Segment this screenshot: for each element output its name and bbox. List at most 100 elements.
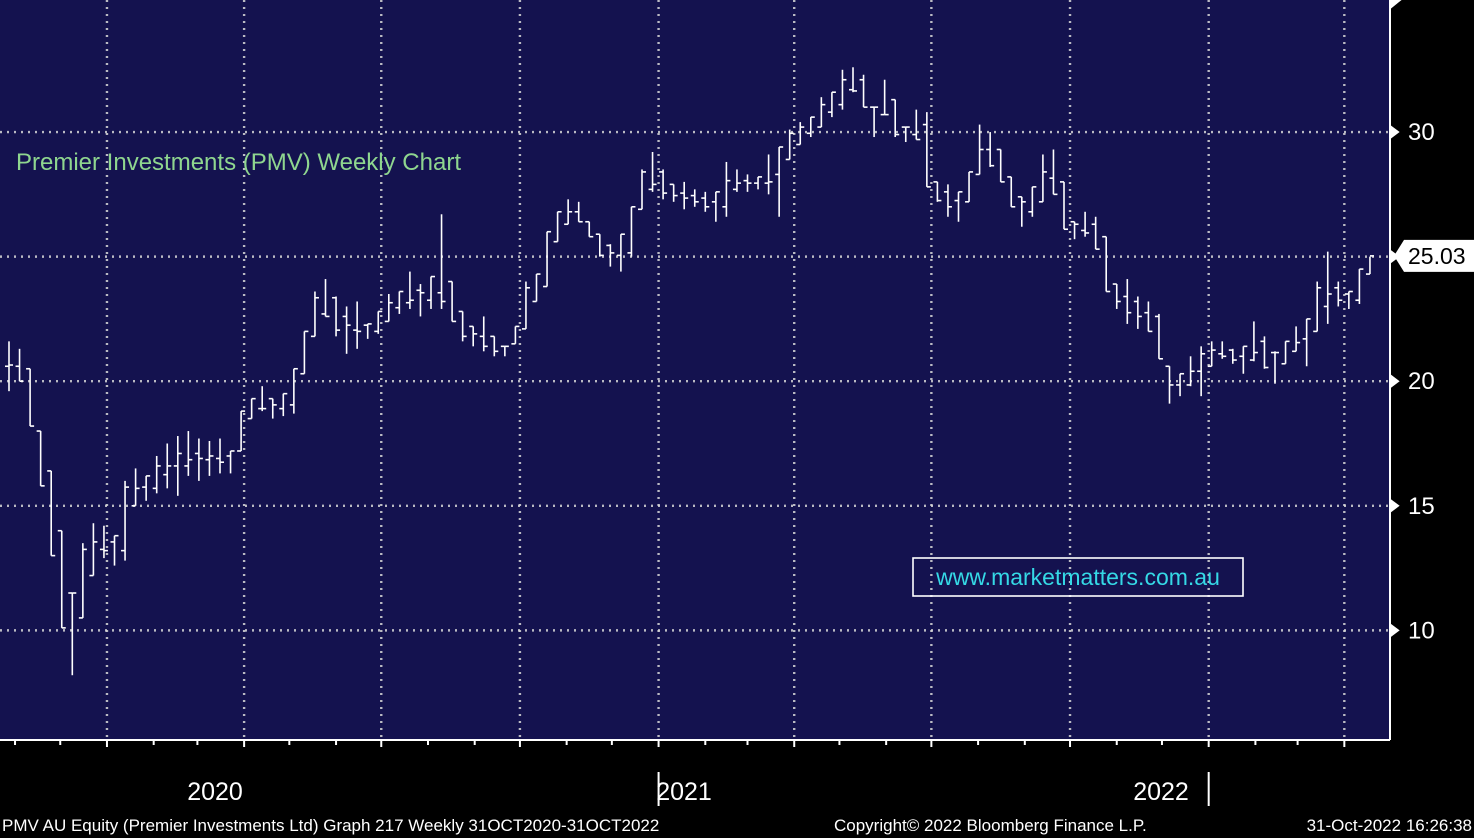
price-bar xyxy=(943,184,952,217)
price-bar xyxy=(1028,186,1037,217)
price-bar xyxy=(1355,268,1364,304)
price-bar xyxy=(36,430,45,487)
price-bar xyxy=(796,122,805,146)
price-bar xyxy=(638,169,646,211)
price-bar xyxy=(1323,251,1332,324)
price-bar xyxy=(785,129,794,161)
price-bar xyxy=(564,199,573,226)
price-bar xyxy=(384,294,393,323)
price-bar xyxy=(1292,326,1301,353)
price-bar xyxy=(912,109,921,141)
price-bar xyxy=(427,275,435,309)
price-bar xyxy=(1197,346,1206,397)
ytick-mark xyxy=(1389,248,1400,265)
price-bar xyxy=(258,386,267,412)
price-bar xyxy=(532,273,541,303)
price-bar xyxy=(743,174,752,192)
price-bar xyxy=(5,341,13,392)
price-bar xyxy=(448,280,457,323)
price-bar xyxy=(1007,176,1016,208)
price-bar xyxy=(1038,154,1047,203)
last-price-marker: 25.03 xyxy=(1394,239,1474,272)
price-bar xyxy=(616,233,625,272)
watermark: www.marketmatters.com.au xyxy=(912,557,1244,597)
price-bar xyxy=(47,470,56,557)
price-bar xyxy=(922,112,931,188)
price-bar xyxy=(142,475,151,501)
price-bar xyxy=(1228,348,1237,364)
price-bar xyxy=(1133,296,1142,329)
price-bar xyxy=(1313,281,1322,333)
year-label-2021: 2021 xyxy=(656,778,712,806)
price-bar xyxy=(627,206,636,257)
price-bar xyxy=(458,310,467,342)
vertical-gridlines xyxy=(105,0,1346,740)
price-bar xyxy=(975,124,984,176)
price-bar xyxy=(226,450,235,474)
price-bar xyxy=(1239,345,1248,374)
price-bar xyxy=(553,210,562,243)
price-bar xyxy=(701,191,710,212)
watermark-box xyxy=(912,557,1244,597)
price-bar xyxy=(289,367,298,414)
price-bar xyxy=(194,438,203,481)
price-bar xyxy=(405,271,414,309)
ohlc-bars xyxy=(5,67,1374,676)
ytick-mark xyxy=(1389,124,1400,141)
price-bar xyxy=(859,74,868,108)
price-bar xyxy=(954,191,963,222)
x-axis-year-labels: 2020 2021 2022 xyxy=(187,778,1189,806)
price-bar xyxy=(353,301,362,349)
price-bar xyxy=(247,397,256,420)
year-separators xyxy=(657,772,1210,806)
price-bar xyxy=(131,468,140,507)
price-bar xyxy=(68,592,77,676)
year-label-2022: 2022 xyxy=(1133,778,1189,806)
price-bar xyxy=(690,189,699,207)
price-bar xyxy=(1165,365,1174,404)
price-bar xyxy=(310,291,319,338)
price-bar xyxy=(775,146,784,217)
price-bar xyxy=(1281,340,1290,365)
ytick-mark xyxy=(1389,373,1400,390)
price-bar xyxy=(205,441,214,476)
year-label-2020: 2020 xyxy=(187,778,243,806)
price-bar xyxy=(1144,301,1153,333)
footer-copyright: Copyright© 2022 Bloomberg Finance L.P. xyxy=(834,816,1147,835)
price-bar xyxy=(479,316,488,352)
price-bar xyxy=(89,523,98,577)
price-bar xyxy=(99,525,108,559)
price-bar xyxy=(996,148,1005,183)
price-bar xyxy=(1207,341,1216,368)
ytick-label: 10 xyxy=(1408,617,1435,644)
price-bar xyxy=(1154,313,1163,360)
price-bar xyxy=(395,290,404,314)
price-bar xyxy=(722,161,731,217)
price-bar xyxy=(817,97,826,128)
price-bar xyxy=(606,244,615,267)
price-bar xyxy=(901,126,910,143)
price-bar xyxy=(754,176,763,190)
price-bar xyxy=(849,67,857,93)
price-bar xyxy=(184,431,193,476)
price-bar xyxy=(26,367,35,427)
price-bar xyxy=(585,220,594,238)
price-bar xyxy=(659,169,668,200)
price-bar xyxy=(669,183,678,202)
price-bar xyxy=(1081,211,1090,237)
price-bar xyxy=(986,132,995,167)
price-bar xyxy=(1070,220,1079,240)
price-bar xyxy=(680,181,689,210)
price-bar xyxy=(521,281,530,330)
price-bar xyxy=(732,169,741,192)
price-bar xyxy=(469,325,478,347)
ytick-mark-top xyxy=(1389,0,1402,11)
ytick-mark xyxy=(1389,622,1400,639)
price-bar xyxy=(268,397,277,419)
price-bar xyxy=(827,91,836,118)
price-bar xyxy=(1260,336,1269,369)
y-axis-ticks: 1015202530 xyxy=(1389,0,1435,644)
price-bar xyxy=(163,443,172,489)
price-bar xyxy=(1186,356,1195,387)
horizontal-gridlines xyxy=(0,130,1390,632)
